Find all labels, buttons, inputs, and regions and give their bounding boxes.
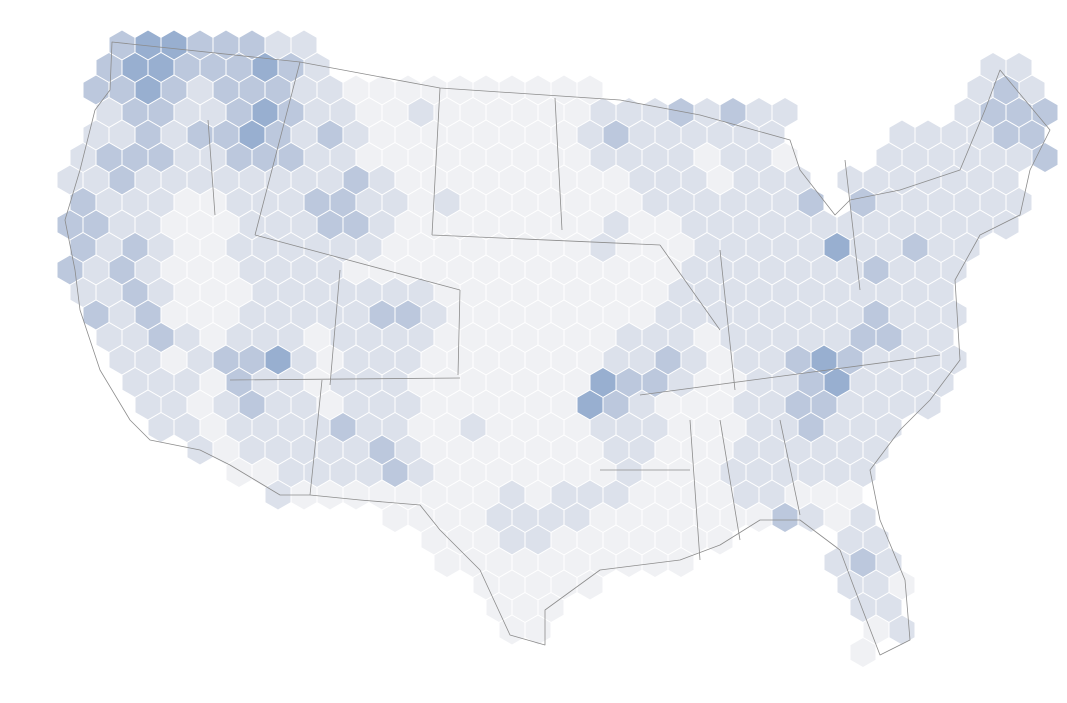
hex-bin [524,614,552,646]
hex-bin [992,209,1020,241]
hex-bin [914,389,942,421]
hex-bin [576,569,604,601]
hex-bin [1031,141,1059,174]
state-borders [207,61,941,561]
